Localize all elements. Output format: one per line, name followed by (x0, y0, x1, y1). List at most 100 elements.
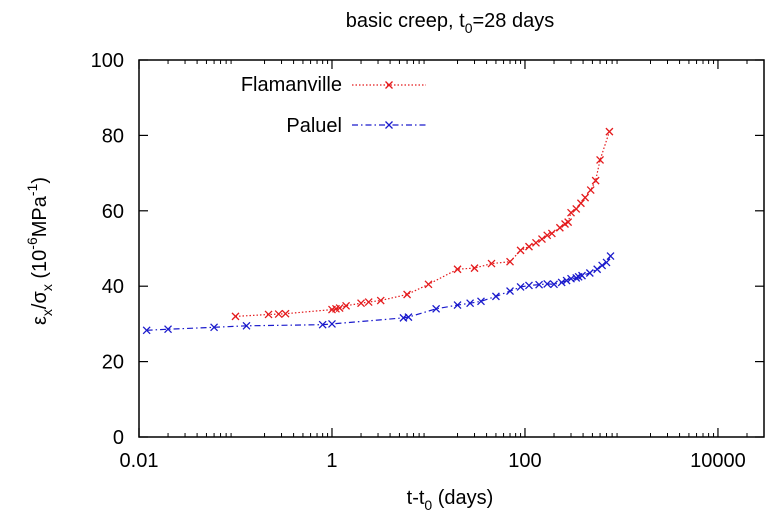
data-point-paluel (572, 273, 581, 282)
y-tick-label: 80 (102, 125, 124, 147)
legend-label-flamanville: Flamanville (241, 74, 342, 96)
data-point-flamanville (281, 309, 290, 318)
data-point-paluel (164, 325, 173, 334)
data-point-flamanville (506, 257, 514, 266)
data-point-flamanville (264, 310, 273, 319)
y-axis-label-unit-close: ) (29, 177, 51, 184)
data-point-flamanville (586, 186, 595, 195)
data-point-paluel (550, 280, 558, 289)
data-point-paluel (506, 287, 514, 296)
legend-sample-paluel (352, 121, 426, 129)
legend-marker-paluel (385, 121, 393, 129)
data-point-paluel (525, 281, 533, 290)
data-point-paluel (432, 304, 441, 313)
data-point-flamanville (357, 299, 365, 308)
data-point-flamanville (231, 312, 240, 321)
x-tick-label: 1 (326, 450, 337, 472)
data-point-paluel (562, 276, 571, 285)
chart-title-tail: =28 days (473, 10, 555, 32)
data-point-flamanville (364, 298, 373, 306)
legend-marker-flamanville (385, 81, 393, 89)
series-flamanville (231, 127, 614, 321)
data-point-flamanville (596, 155, 605, 164)
data-point-paluel (477, 297, 485, 306)
y-axis-label-unit-mpa: MPa (29, 195, 51, 237)
y-axis-label: εx/σx (10-6MPa-1) (24, 177, 55, 325)
legend-label-paluel: Paluel (286, 115, 342, 137)
data-point-flamanville (470, 264, 479, 273)
data-point-paluel (491, 292, 500, 301)
data-point-paluel (598, 261, 607, 270)
legend-item-flamanville: Flamanville (241, 74, 426, 96)
data-point-flamanville (576, 199, 585, 208)
x-tick-label: 100 (508, 450, 541, 472)
data-point-flamanville (532, 238, 540, 247)
data-point-paluel (328, 319, 336, 328)
data-point-flamanville (572, 204, 581, 213)
y-tick-label: 20 (102, 352, 124, 374)
data-point-flamanville (555, 223, 564, 232)
data-point-flamanville (424, 280, 433, 289)
data-point-flamanville (567, 208, 575, 217)
data-point-paluel (516, 282, 525, 291)
y-tick-label: 60 (102, 201, 124, 223)
data-point-paluel (593, 265, 602, 274)
series-layer (142, 127, 615, 335)
y-axis-label-sigma: /σ (29, 291, 51, 310)
y-axis-label-epsilon: ε (29, 316, 51, 325)
x-axis-label-subscript: 0 (424, 497, 432, 513)
data-point-flamanville (274, 310, 283, 319)
series-line-paluel (146, 255, 612, 331)
data-point-flamanville (591, 176, 600, 185)
x-axis-label-main: t-t (407, 487, 425, 509)
y-axis-ticks: 0 20 40 60 80 100 (91, 50, 764, 449)
y-tick-label: 100 (91, 50, 124, 72)
data-point-paluel (585, 269, 594, 277)
series-paluel (142, 252, 615, 335)
data-point-paluel (543, 279, 552, 288)
legend-sample-flamanville (352, 81, 426, 89)
data-point-flamanville (543, 231, 552, 240)
data-point-paluel (318, 320, 327, 329)
x-axis-label: t-t0 (days) (407, 487, 494, 513)
x-tick-label: 0.01 (120, 450, 159, 472)
data-point-paluel (606, 252, 615, 260)
data-point-flamanville (605, 127, 614, 136)
data-point-paluel (242, 321, 251, 330)
y-axis-label-unit-open: (10 (29, 250, 51, 284)
y-axis-label-unit-mpa-exp: -1 (24, 183, 40, 196)
legend: Flamanville Paluel (241, 74, 426, 137)
data-point-flamanville (538, 235, 546, 244)
data-point-paluel (210, 323, 219, 332)
series-line-flamanville (235, 131, 610, 317)
chart-title-subscript: 0 (465, 20, 473, 36)
data-point-paluel (557, 278, 566, 287)
data-point-paluel (535, 280, 544, 289)
y-axis-label-sigma-sub: x (39, 284, 55, 291)
data-point-paluel (602, 258, 611, 267)
y-tick-label: 0 (113, 427, 124, 449)
data-point-flamanville (487, 259, 496, 268)
data-point-paluel (466, 299, 475, 308)
data-point-flamanville (581, 193, 590, 202)
data-point-flamanville (547, 229, 556, 238)
data-point-paluel (578, 271, 586, 280)
y-axis-label-epsilon-sub: x (39, 309, 55, 316)
legend-item-paluel: Paluel (286, 115, 426, 137)
chart-title-main: basic creep, t (346, 10, 465, 32)
y-tick-label: 40 (102, 276, 124, 298)
x-axis-label-tail: (days) (432, 487, 493, 509)
x-axis-ticks: 0.01 1 100 10000 (120, 60, 765, 472)
data-point-flamanville (335, 304, 344, 313)
data-point-flamanville (516, 246, 525, 255)
data-point-flamanville (342, 301, 351, 310)
data-point-paluel (142, 326, 151, 335)
chart-title: basic creep, t0=28 days (346, 10, 554, 36)
data-point-flamanville (525, 242, 533, 251)
x-tick-label: 10000 (690, 450, 746, 472)
y-axis-label-unit-exp: -6 (24, 237, 40, 250)
data-point-paluel (453, 301, 462, 310)
data-point-flamanville (376, 296, 385, 305)
plot-area: 0.01 1 100 10000 0 20 40 60 80 100 (91, 50, 765, 472)
